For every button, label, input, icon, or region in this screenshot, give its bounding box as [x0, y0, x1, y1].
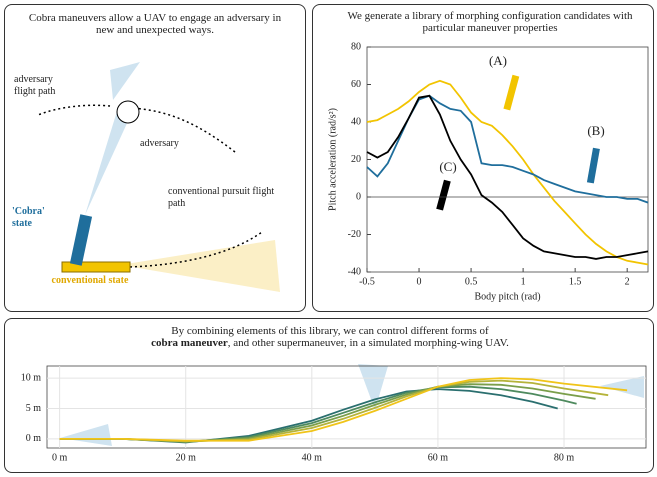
label: conventional state: [51, 275, 129, 286]
panel: [312, 4, 654, 312]
plot-frame: [366, 46, 649, 273]
y-tick-label: 5 m: [26, 403, 42, 414]
x-tick-label: 0 m: [52, 452, 68, 463]
sight-cone: [358, 364, 388, 410]
sight-cone: [600, 376, 644, 398]
x-tick-label: 60 m: [428, 452, 449, 463]
y-tick-label: 0: [356, 191, 361, 202]
y-tick-label: 20: [351, 154, 361, 165]
y-tick-label: -40: [348, 266, 361, 277]
panel: [4, 4, 306, 312]
y-tick-label: 60: [351, 79, 361, 90]
config-icon: [436, 179, 451, 211]
sight-cone: [110, 62, 140, 100]
series-line: [59, 383, 596, 443]
cobra-uav: [69, 214, 93, 266]
flight-path: [129, 231, 263, 268]
series-line: [366, 94, 649, 260]
series-line: [59, 379, 609, 443]
diagram-title: Cobra maneuvers allow a UAV to engage an…: [28, 12, 282, 36]
x-tick-label: 0.5: [465, 276, 478, 287]
flight-path: [37, 104, 236, 153]
series-line: [366, 79, 649, 266]
x-tick-label: 40 m: [302, 452, 323, 463]
x-tick-label: 80 m: [554, 452, 575, 463]
x-tick-label: 20 m: [176, 452, 197, 463]
label: adversary: [140, 138, 179, 149]
y-axis-label: Pitch acceleration (rad/s²): [327, 108, 338, 211]
sight-cone: [85, 108, 134, 215]
x-tick-label: 1: [521, 276, 526, 287]
title-part: cobra maneuver: [151, 337, 228, 349]
y-tick-label: 0 m: [26, 433, 42, 444]
sight-cone: [120, 240, 280, 292]
series-label: (A): [489, 53, 507, 68]
y-tick-label: 10 m: [21, 372, 42, 383]
series-line: [59, 388, 558, 444]
chart-title: We generate a library of morphing config…: [347, 10, 633, 34]
y-tick-label: 80: [351, 41, 361, 52]
sight-cone: [60, 424, 112, 446]
title-part: By combining elements of this library, w…: [171, 325, 489, 337]
y-tick-label: -20: [348, 229, 361, 240]
label: conventional pursuit flight path: [168, 186, 275, 209]
plot-frame: [46, 365, 647, 449]
x-axis-label: Body pitch (rad): [474, 291, 540, 302]
config-icon: [503, 74, 520, 111]
x-tick-label: 2: [625, 276, 630, 287]
series-line: [366, 94, 649, 204]
chart-title: By combining elements of this library, w…: [60, 325, 600, 349]
x-tick-label: 0: [417, 276, 422, 287]
series-label: (C): [439, 159, 456, 174]
conventional-uav: [61, 261, 131, 273]
series-label: (B): [587, 123, 604, 138]
title-part: , and other supermaneuver, in a simulate…: [227, 337, 509, 349]
y-tick-label: 40: [351, 116, 361, 127]
panel: [4, 318, 654, 473]
label: 'Cobra' state: [12, 206, 45, 229]
series-line: [59, 377, 628, 442]
x-tick-label: 1.5: [569, 276, 582, 287]
adversary-icon: [116, 100, 140, 124]
config-icon: [586, 147, 600, 184]
label: adversary flight path: [14, 74, 56, 97]
x-tick-label: -0.5: [359, 276, 375, 287]
